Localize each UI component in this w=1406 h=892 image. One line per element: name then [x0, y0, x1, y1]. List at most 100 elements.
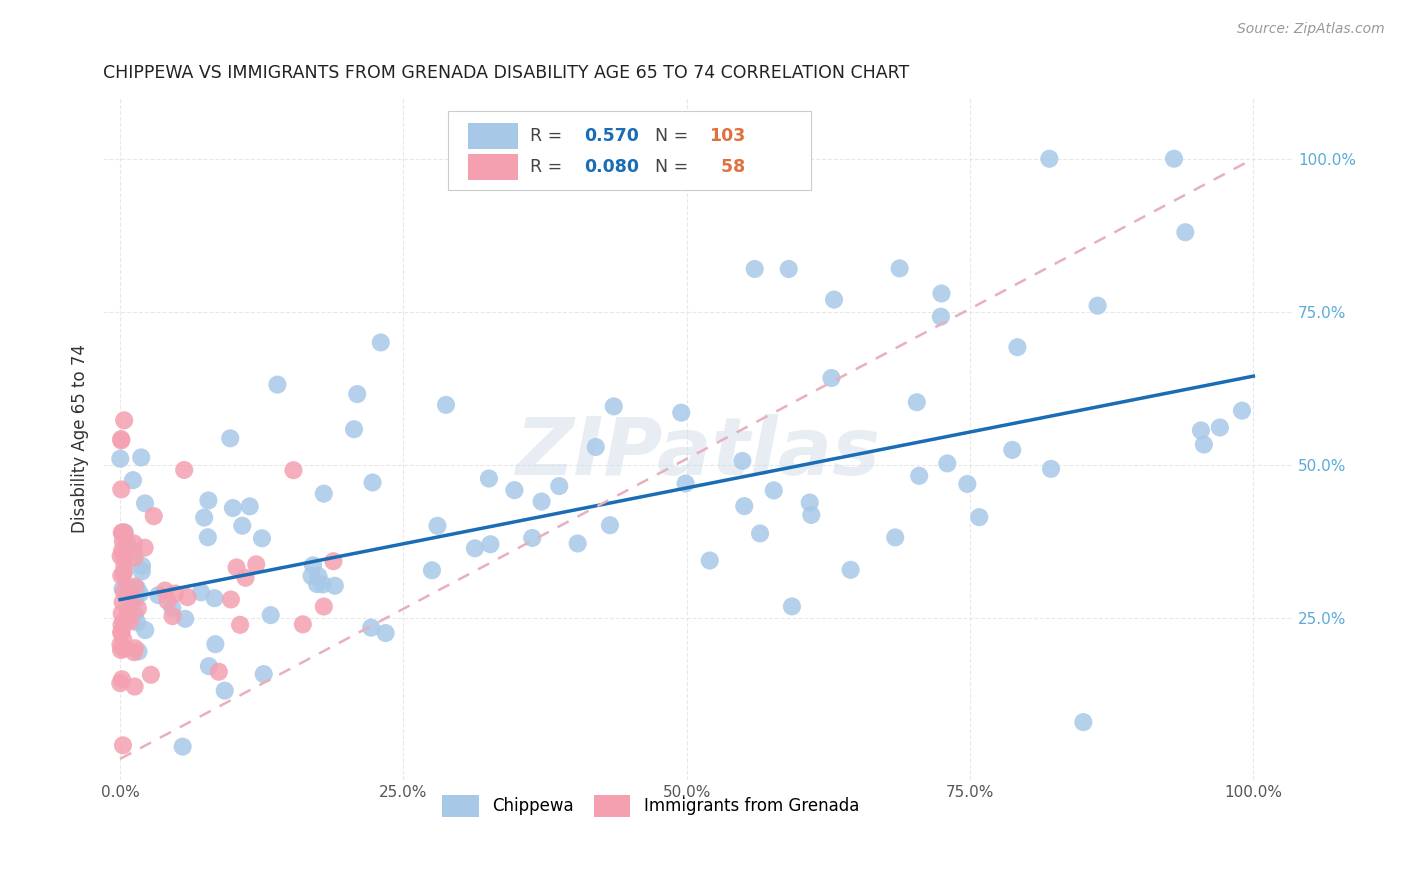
Point	[111, 534, 134, 549]
Point	[235, 571, 257, 585]
Point	[110, 617, 132, 632]
Point	[198, 659, 221, 673]
Point	[744, 262, 766, 277]
Point	[115, 535, 138, 549]
Point	[253, 667, 276, 681]
Point	[464, 541, 486, 556]
Point	[522, 531, 544, 545]
Point	[111, 607, 134, 621]
Point	[112, 641, 135, 656]
Point	[346, 387, 368, 401]
Point	[148, 588, 170, 602]
Point	[479, 537, 502, 551]
FancyBboxPatch shape	[468, 154, 519, 180]
Point	[780, 599, 803, 614]
Point	[239, 500, 262, 514]
Point	[291, 617, 314, 632]
Point	[929, 310, 952, 324]
Point	[110, 549, 132, 564]
Point	[839, 563, 862, 577]
Point	[301, 569, 323, 583]
Point	[124, 592, 146, 607]
Point	[936, 457, 959, 471]
Point	[112, 559, 135, 574]
Point	[128, 587, 150, 601]
Point	[361, 475, 384, 490]
Point	[884, 531, 907, 545]
Point	[503, 483, 526, 498]
Point	[250, 531, 273, 545]
Point	[112, 413, 135, 427]
Point	[162, 609, 184, 624]
Point	[931, 286, 953, 301]
Point	[312, 599, 335, 614]
Point	[124, 579, 146, 593]
Point	[219, 592, 242, 607]
Point	[360, 621, 382, 635]
Point	[820, 371, 842, 385]
Text: ZIPatlas: ZIPatlas	[516, 414, 880, 491]
Point	[1230, 403, 1253, 417]
Point	[111, 595, 134, 609]
Point	[420, 563, 443, 577]
Point	[956, 477, 979, 491]
Point	[889, 261, 911, 276]
Text: 0.080: 0.080	[583, 158, 638, 176]
Text: CHIPPEWA VS IMMIGRANTS FROM GRENADA DISABILITY AGE 65 TO 74 CORRELATION CHART: CHIPPEWA VS IMMIGRANTS FROM GRENADA DISA…	[103, 64, 910, 82]
Point	[165, 586, 187, 600]
Point	[305, 577, 328, 591]
Point	[283, 463, 305, 477]
Point	[124, 680, 146, 694]
Point	[699, 553, 721, 567]
Point	[110, 434, 132, 448]
Point	[174, 612, 197, 626]
Point	[1007, 340, 1029, 354]
Point	[111, 525, 134, 540]
Point	[127, 615, 149, 630]
Point	[197, 493, 219, 508]
Point	[219, 431, 242, 445]
Point	[172, 739, 194, 754]
Point	[222, 501, 245, 516]
Point	[120, 596, 142, 610]
Y-axis label: Disability Age 65 to 74: Disability Age 65 to 74	[72, 344, 89, 533]
Point	[675, 476, 697, 491]
Point	[1163, 152, 1185, 166]
Point	[127, 601, 149, 615]
Point	[229, 618, 252, 632]
Point	[134, 496, 156, 510]
Point	[1174, 225, 1197, 239]
Point	[1040, 462, 1063, 476]
FancyBboxPatch shape	[449, 112, 811, 190]
Point	[110, 625, 132, 640]
Point	[1209, 420, 1232, 434]
Point	[110, 643, 132, 657]
Point	[112, 584, 135, 599]
Point	[370, 335, 392, 350]
Point	[110, 625, 132, 640]
Point	[122, 473, 145, 487]
Point	[110, 676, 132, 690]
Point	[214, 683, 236, 698]
Point	[120, 615, 142, 629]
Point	[112, 565, 135, 579]
Point	[125, 582, 148, 596]
Point	[908, 468, 931, 483]
Point	[142, 509, 165, 524]
Point	[110, 451, 132, 466]
Point	[153, 583, 176, 598]
Point	[112, 549, 135, 564]
Point	[139, 667, 162, 681]
Point	[1087, 299, 1109, 313]
Point	[111, 525, 134, 540]
Point	[124, 641, 146, 656]
Text: 0.570: 0.570	[583, 127, 638, 145]
Point	[426, 518, 449, 533]
Point	[322, 554, 344, 568]
Point	[799, 495, 821, 509]
Point	[112, 615, 135, 629]
Point	[1073, 715, 1095, 730]
Point	[762, 483, 785, 498]
Point	[122, 545, 145, 559]
Point	[156, 594, 179, 608]
